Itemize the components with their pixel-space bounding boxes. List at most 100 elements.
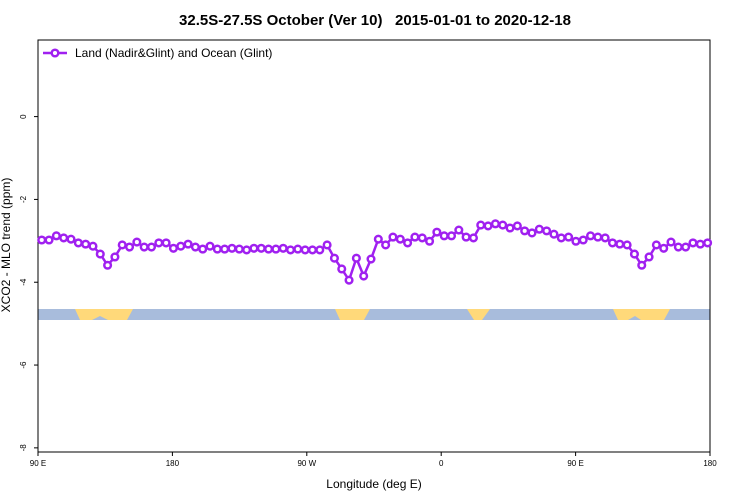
data-point <box>322 240 332 250</box>
data-point <box>505 223 515 233</box>
data-point <box>300 245 310 255</box>
data-point <box>607 238 618 248</box>
data-point <box>249 243 259 253</box>
data-point <box>307 245 318 255</box>
data-point <box>615 239 625 249</box>
legend-marker <box>50 48 60 58</box>
data-point <box>512 221 522 231</box>
data-point <box>154 238 164 248</box>
y-tick-label: 0 <box>19 114 28 119</box>
data-point <box>271 244 281 254</box>
data-point <box>564 232 574 242</box>
x-tick-label: 0 <box>439 459 444 468</box>
data-point <box>410 232 420 242</box>
data-point <box>637 260 647 270</box>
land-band <box>467 309 490 320</box>
data-point <box>227 243 237 253</box>
data-point <box>571 236 581 246</box>
data-point <box>651 240 661 250</box>
data-point <box>520 226 530 236</box>
data-point <box>622 240 632 250</box>
data-point <box>51 231 61 241</box>
data-point <box>425 236 435 246</box>
data-point <box>344 275 354 285</box>
data-point <box>659 243 669 253</box>
data-point <box>527 228 537 238</box>
data-point <box>461 232 471 242</box>
data-point <box>476 220 486 230</box>
land-band <box>75 309 133 320</box>
data-point <box>549 229 559 239</box>
data-point <box>168 243 178 253</box>
data-point <box>359 271 369 281</box>
data-point <box>542 226 552 236</box>
data-point <box>293 244 303 254</box>
data-point <box>315 245 325 255</box>
data-point <box>44 235 54 245</box>
data-point <box>285 245 296 255</box>
data-point <box>329 253 339 263</box>
data-point <box>629 249 639 259</box>
data-point <box>73 238 83 248</box>
chart-title: 32.5S-27.5S October (Ver 10) 2015-01-01 … <box>179 12 571 29</box>
data-point <box>673 242 683 252</box>
data-point <box>703 238 713 248</box>
data-point <box>183 239 193 249</box>
data-point <box>190 242 200 252</box>
data-point <box>176 241 186 251</box>
data-point <box>454 225 464 235</box>
data-point <box>585 231 596 241</box>
data-point <box>81 239 91 249</box>
data-point <box>556 233 566 243</box>
data-point <box>220 244 230 254</box>
data-point <box>110 252 120 262</box>
data-point <box>373 234 383 244</box>
ocean-band <box>38 309 710 320</box>
x-tick-label: 90 E <box>30 459 46 468</box>
data-point <box>498 220 508 230</box>
data-point <box>278 243 288 253</box>
data-point <box>593 232 603 242</box>
data-point <box>337 264 347 274</box>
y-tick-label: -6 <box>19 361 28 369</box>
data-point <box>132 237 142 247</box>
data-point <box>403 238 413 248</box>
x-axis-label: Longitude (deg E) <box>326 477 421 491</box>
y-tick-label: -8 <box>19 444 28 452</box>
data-point <box>366 254 376 264</box>
data-point <box>212 244 222 254</box>
data-point <box>264 244 274 254</box>
data-point <box>688 238 698 248</box>
data-line <box>41 222 708 284</box>
data-point <box>695 239 705 249</box>
data-point <box>59 233 69 243</box>
data-point <box>432 227 442 237</box>
data-point <box>439 231 449 241</box>
data-point <box>205 241 215 251</box>
data-point <box>242 245 252 255</box>
data-point <box>468 233 479 243</box>
data-point <box>256 243 266 253</box>
data-point <box>88 241 98 251</box>
land-band <box>613 309 670 320</box>
legend-label: Land (Nadir&Glint) and Ocean (Glint) <box>75 46 272 60</box>
data-point <box>600 233 610 243</box>
x-tick-label: 180 <box>703 459 717 468</box>
data-point <box>95 249 105 259</box>
data-point <box>234 244 244 254</box>
data-point <box>490 219 500 229</box>
data-point <box>117 240 127 250</box>
data-point <box>446 231 457 241</box>
data-point <box>395 234 405 244</box>
data-point <box>578 235 588 245</box>
data-point <box>103 260 113 270</box>
x-tick-label: 90 W <box>297 459 316 468</box>
data-point <box>666 237 676 247</box>
land-band <box>335 309 370 320</box>
data-point <box>681 242 691 252</box>
data-point <box>139 242 149 252</box>
land-ocean-band <box>38 309 710 320</box>
data-point <box>198 244 208 254</box>
data-point <box>644 252 654 262</box>
